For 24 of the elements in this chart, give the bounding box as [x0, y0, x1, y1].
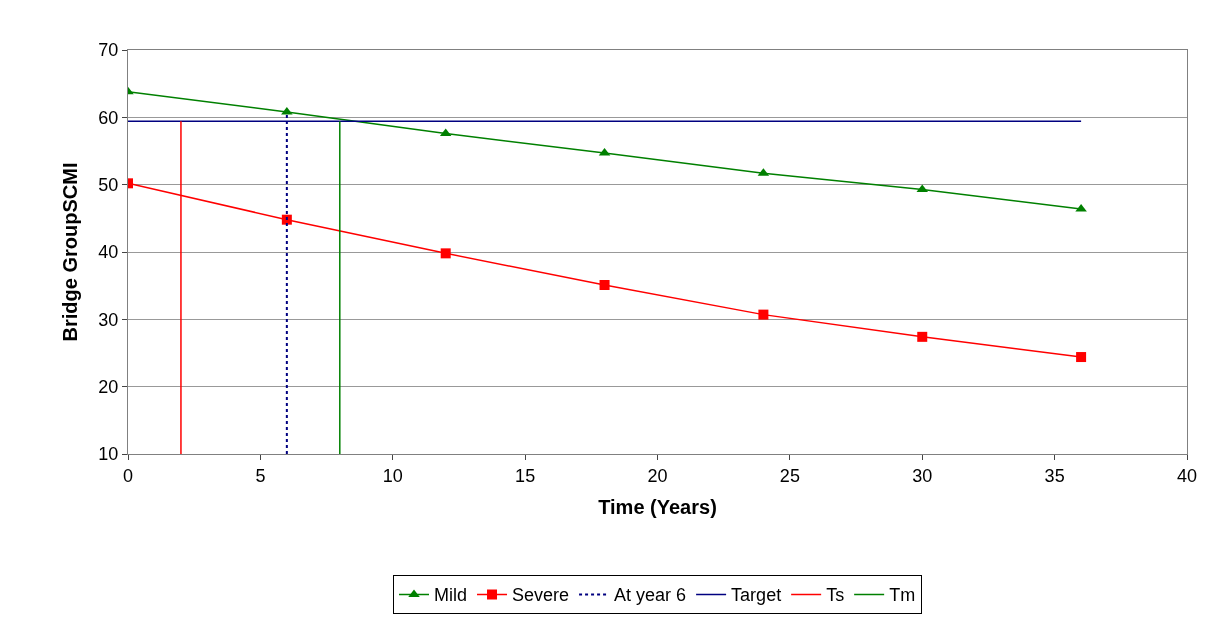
legend-label: Ts — [826, 585, 845, 606]
x-tick-label: 10 — [382, 465, 403, 486]
x-tick-label: 40 — [1176, 465, 1198, 486]
legend-label: At year 6 — [614, 585, 687, 606]
y-axis-title: Bridge GroupSCMI — [58, 162, 81, 342]
x-tick-label: 5 — [255, 465, 266, 486]
legend-label: Tm — [889, 585, 916, 606]
x-tick-label: 25 — [779, 465, 800, 486]
x-axis-title: Time (Years) — [598, 496, 717, 519]
x-tick-label: 15 — [515, 465, 536, 486]
x-tick-label: 30 — [912, 465, 933, 486]
y-tick-label: 60 — [98, 107, 119, 128]
x-tick-label: 0 — [122, 465, 134, 486]
x-tick-label: 20 — [647, 465, 668, 486]
y-tick-label: 50 — [98, 174, 119, 195]
y-tick-label: 70 — [98, 40, 119, 61]
y-tick-label: 20 — [98, 376, 119, 397]
y-tick-label: 40 — [98, 242, 119, 263]
x-tick-label: 35 — [1044, 465, 1065, 486]
legend-label: Target — [731, 585, 782, 606]
legend-label: Mild — [434, 585, 468, 606]
legend-label: Severe — [512, 585, 570, 606]
y-tick-label: 30 — [98, 309, 119, 330]
y-tick-label: 10 — [98, 444, 119, 465]
